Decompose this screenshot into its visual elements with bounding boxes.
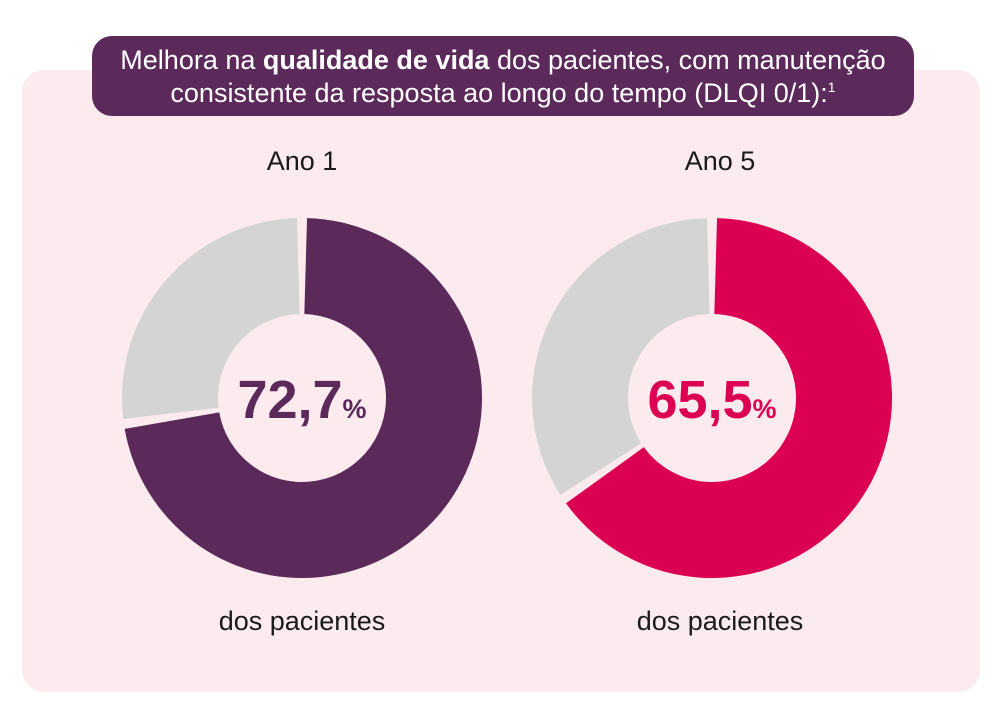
donut-chart-year-5: 65,5% <box>532 218 892 578</box>
donut-slice-rest <box>122 218 300 419</box>
center-percentage-label: 65,5% <box>647 370 776 430</box>
donut-slice-rest <box>532 218 710 495</box>
center-percentage-label: 72,7% <box>237 370 366 430</box>
donut-slice-main <box>566 218 892 578</box>
chart-2-caption: dos pacientes <box>636 606 804 636</box>
header-text-1: Melhora na <box>120 45 263 75</box>
header-line-2: consistente da resposta ao longo do temp… <box>92 77 914 110</box>
footnote-marker: 1 <box>827 79 836 95</box>
donut-chart-year-1: 72,7% <box>122 218 482 578</box>
header-text-3: consistente da resposta ao longo do temp… <box>170 78 828 108</box>
chart-1-caption: dos pacientes <box>218 606 386 636</box>
donut-slice-main <box>124 218 482 578</box>
center-unit: % <box>343 394 367 424</box>
center-value: 65,5 <box>647 370 752 430</box>
header-text-2: dos pacientes, com manutenção <box>489 45 886 75</box>
header-bold-text: qualidade de vida <box>262 45 490 75</box>
chart-1-title: Ano 1 <box>266 146 338 176</box>
header-banner: Melhora na qualidade de vida dos pacient… <box>92 36 914 116</box>
chart-2-title: Ano 5 <box>684 146 756 176</box>
center-unit: % <box>753 394 777 424</box>
header-line-1: Melhora na qualidade de vida dos pacient… <box>92 44 914 77</box>
center-value: 72,7 <box>237 370 342 430</box>
